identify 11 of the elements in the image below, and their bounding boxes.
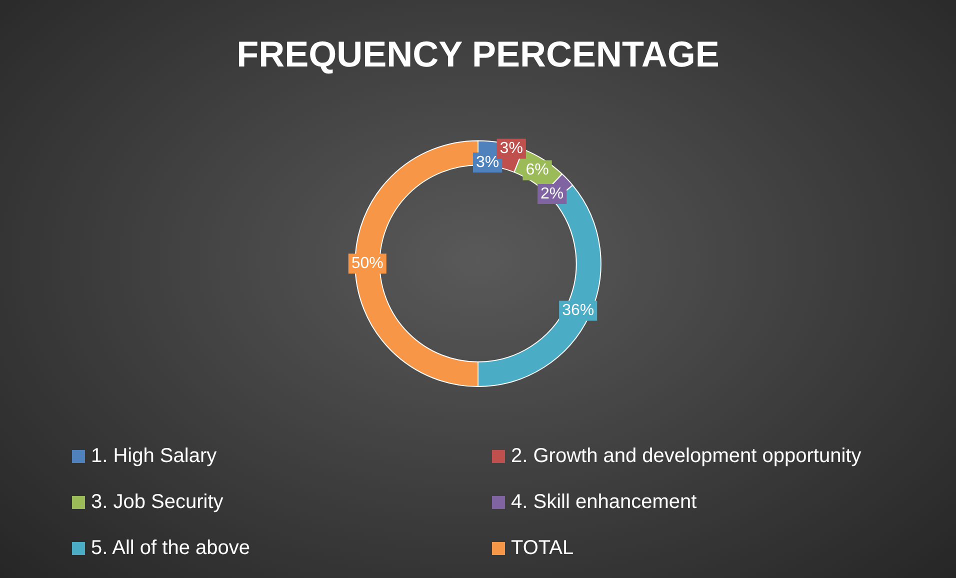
data-label: 3% [476, 154, 500, 171]
legend-label: 2. Growth and development opportunity [511, 444, 862, 468]
data-label: 50% [351, 255, 384, 272]
data-label: 6% [526, 162, 549, 179]
legend-label: TOTAL [511, 536, 574, 560]
chart-title: FREQUENCY PERCENTAGE [236, 34, 720, 75]
legend-label: 1. High Salary [91, 444, 217, 468]
legend-label: 5. All of the above [91, 536, 250, 560]
legend-label: 3. Job Security [91, 490, 224, 514]
data-label: 36% [562, 302, 594, 320]
legend-label: 4. Skill enhancement [511, 490, 697, 514]
